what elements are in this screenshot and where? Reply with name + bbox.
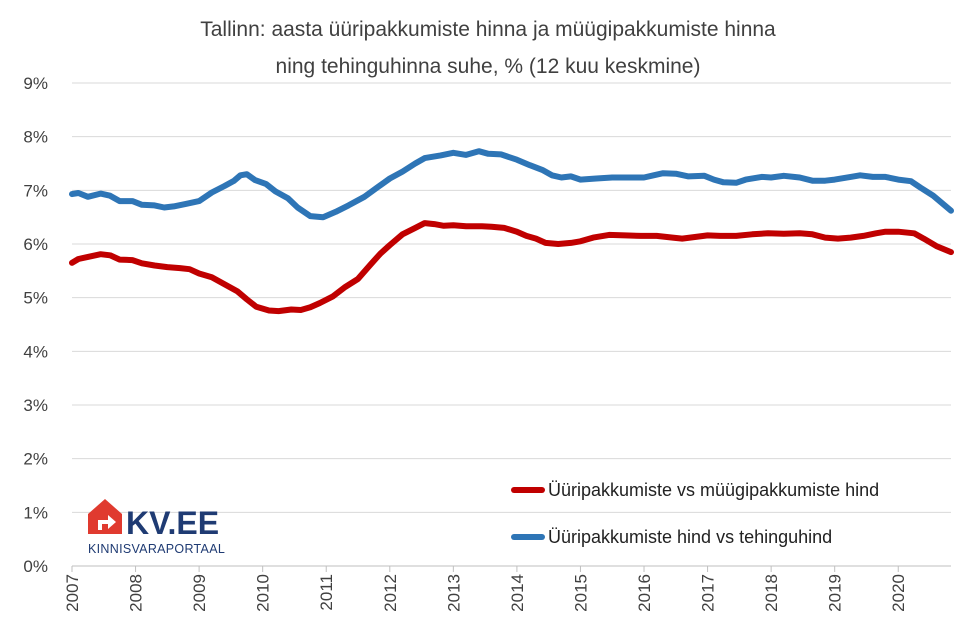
x-tick-label: 2015	[571, 574, 590, 612]
x-tick-label: 2019	[826, 574, 845, 612]
x-axis-ticks: 2007 2008 2009 2010 2011 2012 2013 2014 2015 2016…	[63, 566, 908, 612]
y-tick-label: 1%	[23, 503, 48, 522]
x-tick-label: 2007	[63, 574, 82, 612]
chart-title-line-2: ning tehinguhinna suhe, % (12 kuu keskmi…	[276, 55, 701, 78]
y-tick-label: 7%	[23, 181, 48, 200]
legend-label-red: Üüripakkumiste vs müügipakkumiste hind	[548, 480, 879, 500]
x-tick-label: 2018	[762, 574, 781, 612]
gridlines	[72, 82, 951, 567]
chart-title-line-1: Tallinn: aasta üüripakkumiste hinna ja m…	[200, 18, 776, 41]
y-tick-label: 3%	[23, 396, 48, 415]
series-line-blue	[69, 148, 954, 221]
legend-label-blue: Üüripakkumiste hind vs tehinguhind	[548, 527, 832, 547]
y-tick-label: 9%	[23, 74, 48, 93]
y-tick-label: 8%	[23, 128, 48, 147]
house-arrow-icon	[88, 499, 122, 534]
x-tick-label: 2011	[317, 574, 336, 611]
x-tick-label: 2009	[190, 574, 209, 612]
x-tick-label: 2012	[381, 574, 400, 612]
x-tick-label: 2013	[444, 574, 463, 612]
logo-sub-text: KINNISVARAPORTAAL	[88, 542, 225, 556]
y-tick-label: 6%	[23, 235, 48, 254]
x-tick-label: 2014	[508, 574, 527, 612]
y-tick-label: 0%	[23, 557, 48, 576]
y-tick-label: 5%	[23, 289, 48, 308]
y-tick-label: 4%	[23, 342, 48, 361]
x-tick-label: 2020	[889, 574, 908, 612]
series-line-red	[69, 220, 954, 315]
kv-ee-logo: KV.EE KINNISVARAPORTAAL	[88, 499, 225, 556]
logo-main-text: KV.EE	[126, 505, 219, 541]
x-tick-label: 2017	[699, 574, 718, 612]
legend: Üüripakkumiste vs müügipakkumiste hind Ü…	[511, 480, 879, 547]
series-lines	[69, 148, 954, 315]
x-tick-label: 2016	[635, 574, 654, 612]
x-tick-label: 2008	[127, 574, 146, 612]
y-axis-ticks: 0% 1% 2% 3% 4% 5% 6% 7% 8% 9%	[23, 74, 48, 576]
y-tick-label: 2%	[23, 450, 48, 469]
x-tick-label: 2010	[254, 574, 273, 612]
